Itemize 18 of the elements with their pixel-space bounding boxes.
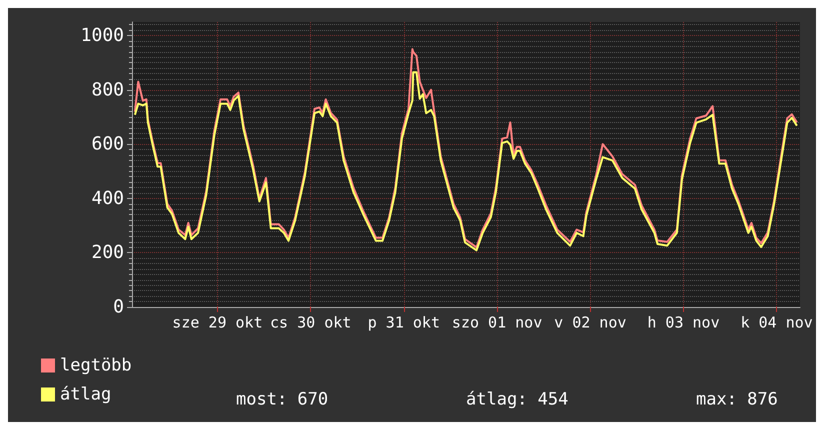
y-tick-label: 600 [91, 134, 124, 155]
x-tick-label: cs 30 okt [270, 314, 352, 332]
text: max: 876 [696, 390, 778, 410]
legend-label: legtöbb [60, 356, 132, 376]
y-tick-label: 1000 [80, 25, 124, 46]
y-tick-label: 200 [91, 242, 124, 264]
y-tick-label: 400 [91, 188, 124, 209]
legend-label: átlag [60, 384, 112, 404]
x-tick-label: szo 01 nov [452, 314, 542, 332]
y-tick-label: 800 [91, 79, 124, 100]
y-tick-label: 0 [113, 296, 124, 318]
x-tick-label: k 04 nov [740, 314, 813, 332]
x-tick-label: p 31 okt [368, 314, 440, 332]
x-tick-label: sze 29 okt [172, 314, 263, 332]
x-tick-label: h 03 nov [647, 314, 720, 332]
text: átlag: 454 [466, 390, 568, 410]
x-tick-label: v 02 nov [554, 314, 626, 332]
text: most: 670 [236, 390, 328, 410]
